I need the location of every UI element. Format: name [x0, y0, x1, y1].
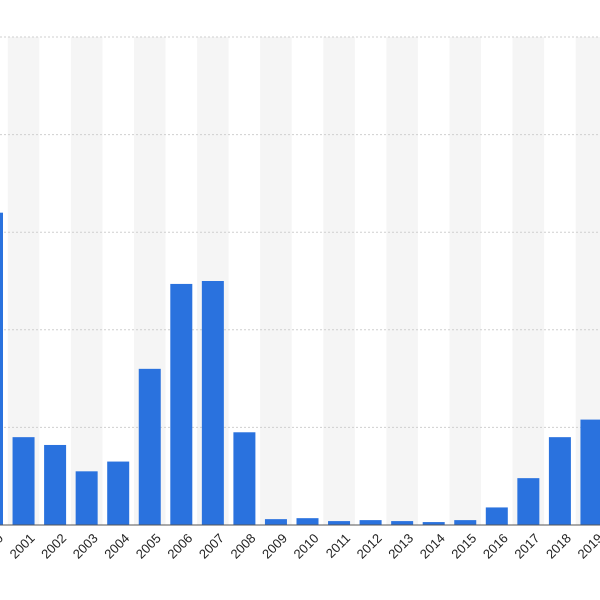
x-tick-label: 2015: [448, 531, 479, 562]
x-tick-label: 2000: [0, 531, 6, 562]
bar-2007[interactable]: [201, 281, 224, 525]
column-band: [386, 37, 418, 525]
column-band: [260, 37, 292, 525]
x-tick-label: 2019: [575, 531, 600, 562]
bar-2013[interactable]: [391, 521, 414, 525]
bar-2008[interactable]: [233, 432, 256, 525]
x-tick-label: 2006: [164, 531, 195, 562]
bar-2010[interactable]: [296, 518, 319, 525]
bar-2005[interactable]: [138, 368, 161, 525]
x-tick-label: 2002: [38, 531, 69, 562]
x-tick-label: 2005: [133, 531, 164, 562]
bar-2002[interactable]: [44, 444, 67, 525]
bar-2012[interactable]: [359, 520, 382, 525]
x-tick-label: 2001: [7, 531, 38, 562]
bars: [0, 212, 600, 525]
x-tick-labels: 2000 2001 2002 2003 2004 2005 2006 2007 2008 2009…: [0, 531, 600, 562]
bar-2015[interactable]: [454, 520, 477, 525]
x-tick-label: 2009: [259, 531, 290, 562]
column-band: [70, 37, 103, 525]
x-tick-label: 2004: [101, 531, 132, 562]
column-band: [449, 37, 482, 525]
bar-2018[interactable]: [548, 437, 571, 525]
bar-2011[interactable]: [328, 521, 351, 525]
x-tick-label: 2012: [354, 531, 385, 562]
x-tick-label: 2008: [227, 531, 258, 562]
column-band: [512, 37, 545, 525]
bar-2006[interactable]: [170, 283, 193, 525]
column-band: [323, 37, 355, 525]
x-tick-label: 2013: [385, 531, 416, 562]
bar-2014[interactable]: [422, 522, 445, 525]
x-tick-label: 2016: [480, 531, 511, 562]
x-tick-label: 2018: [543, 531, 574, 562]
bar-2019[interactable]: [580, 419, 600, 525]
bar-2000[interactable]: [0, 212, 3, 525]
bar-2003[interactable]: [75, 471, 98, 525]
bar-2016[interactable]: [485, 507, 508, 525]
gridlines: [0, 36, 600, 428]
x-tick-label: 2011: [323, 531, 353, 561]
x-tick-label: 2014: [417, 531, 448, 562]
bar-2004[interactable]: [107, 461, 130, 525]
x-tick-label: 2017: [511, 531, 542, 562]
column-bands: [7, 37, 600, 525]
x-tick-label: 2010: [291, 531, 322, 562]
bar-2009[interactable]: [264, 519, 287, 525]
x-tick-label: 2007: [196, 531, 227, 562]
x-tick-label: 2003: [70, 531, 101, 562]
bar-2001[interactable]: [12, 437, 35, 525]
bar-2017[interactable]: [517, 478, 540, 525]
